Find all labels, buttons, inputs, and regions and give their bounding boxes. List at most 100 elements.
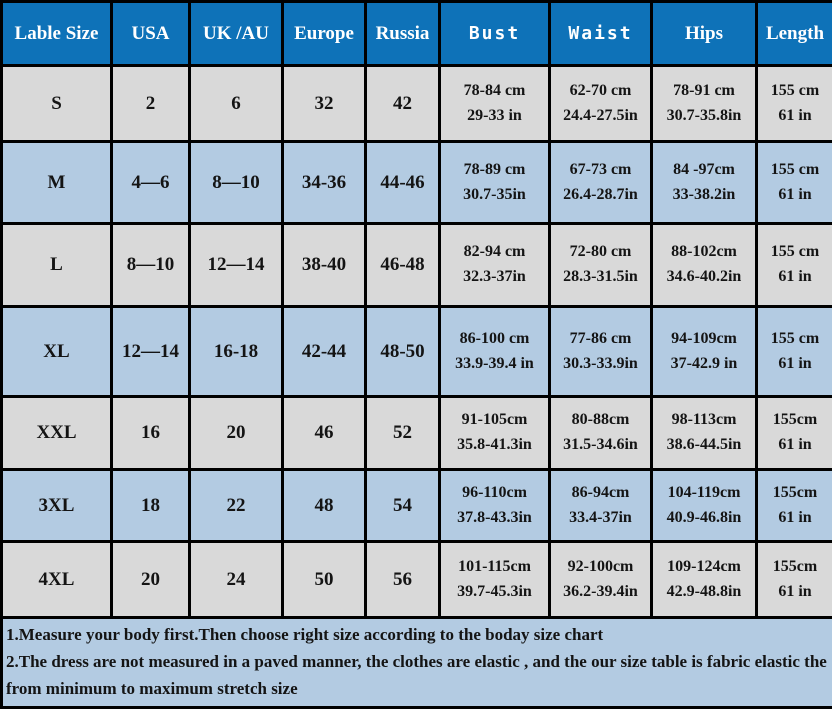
table-row-4xl: 4XL 20 24 50 56 101-115cm 39.7-45.3in 92… [2,542,832,618]
cell-uk-au: 22 [190,470,283,542]
cell-size: 4XL [2,542,112,618]
hips-cm: 88-102cm [653,240,755,265]
col-header-waist: Waist [550,2,652,66]
cell-size: L [2,224,112,307]
hips-cm: 84 -97cm [653,158,755,183]
length-in: 61 in [758,352,832,377]
cell-length: 155 cm 61 in [757,142,832,224]
waist-cm: 92-100cm [551,555,650,580]
waist-in: 36.2-39.4in [551,580,650,605]
cell-length: 155 cm 61 in [757,307,832,397]
cell-usa: 18 [112,470,190,542]
cell-waist: 72-80 cm 28.3-31.5in [550,224,652,307]
cell-uk-au: 8—10 [190,142,283,224]
cell-waist: 77-86 cm 30.3-33.9in [550,307,652,397]
hips-in: 34.6-40.2in [653,265,755,290]
cell-russia: 52 [366,397,440,470]
waist-cm: 80-88cm [551,408,650,433]
waist-cm: 86-94cm [551,481,650,506]
cell-bust: 78-84 cm 29-33 in [440,66,550,142]
length-cm: 155 cm [758,158,832,183]
length-in: 61 in [758,183,832,208]
hips-in: 42.9-48.8in [653,580,755,605]
bust-in: 35.8-41.3in [441,433,548,458]
cell-russia: 48-50 [366,307,440,397]
hips-in: 37-42.9 in [653,352,755,377]
cell-hips: 84 -97cm 33-38.2in [652,142,757,224]
cell-usa: 12—14 [112,307,190,397]
cell-usa: 8—10 [112,224,190,307]
cell-bust: 101-115cm 39.7-45.3in [440,542,550,618]
cell-hips: 104-119cm 40.9-46.8in [652,470,757,542]
col-header-usa: USA [112,2,190,66]
cell-russia: 42 [366,66,440,142]
cell-russia: 46-48 [366,224,440,307]
bust-in: 29-33 in [441,104,548,129]
hips-cm: 78-91 cm [653,79,755,104]
waist-cm: 72-80 cm [551,240,650,265]
waist-in: 28.3-31.5in [551,265,650,290]
length-cm: 155 cm [758,327,832,352]
bust-in: 30.7-35in [441,183,548,208]
cell-waist: 80-88cm 31.5-34.6in [550,397,652,470]
table-row-l: L 8—10 12—14 38-40 46-48 82-94 cm 32.3-3… [2,224,832,307]
waist-in: 26.4-28.7in [551,183,650,208]
cell-europe: 32 [283,66,366,142]
note-line-1: 1.Measure your body first.Then choose ri… [6,622,830,649]
cell-size: S [2,66,112,142]
table-row-3xl: 3XL 18 22 48 54 96-110cm 37.8-43.3in 86-… [2,470,832,542]
cell-bust: 96-110cm 37.8-43.3in [440,470,550,542]
cell-length: 155cm 61 in [757,542,832,618]
cell-bust: 82-94 cm 32.3-37in [440,224,550,307]
length-cm: 155cm [758,408,832,433]
bust-cm: 86-100 cm [441,327,548,352]
cell-europe: 50 [283,542,366,618]
waist-cm: 77-86 cm [551,327,650,352]
cell-europe: 42-44 [283,307,366,397]
cell-usa: 4—6 [112,142,190,224]
col-header-europe: Europe [283,2,366,66]
bust-cm: 96-110cm [441,481,548,506]
col-header-hips: Hips [652,2,757,66]
cell-europe: 48 [283,470,366,542]
table-row-xxl: XXL 16 20 46 52 91-105cm 35.8-41.3in 80-… [2,397,832,470]
cell-uk-au: 20 [190,397,283,470]
cell-length: 155 cm 61 in [757,66,832,142]
hips-in: 33-38.2in [653,183,755,208]
hips-in: 38.6-44.5in [653,433,755,458]
bust-cm: 91-105cm [441,408,548,433]
notes-row: 1.Measure your body first.Then choose ri… [2,618,832,708]
cell-russia: 54 [366,470,440,542]
bust-cm: 101-115cm [441,555,548,580]
cell-hips: 78-91 cm 30.7-35.8in [652,66,757,142]
waist-in: 30.3-33.9in [551,352,650,377]
header-row: Lable Size USA UK /AU Europe Russia Bust… [2,2,832,66]
length-cm: 155 cm [758,240,832,265]
col-header-russia: Russia [366,2,440,66]
length-in: 61 in [758,506,832,531]
length-in: 61 in [758,580,832,605]
cell-russia: 44-46 [366,142,440,224]
hips-cm: 104-119cm [653,481,755,506]
cell-usa: 20 [112,542,190,618]
cell-hips: 88-102cm 34.6-40.2in [652,224,757,307]
cell-europe: 34-36 [283,142,366,224]
notes-cell: 1.Measure your body first.Then choose ri… [2,618,832,708]
col-header-length: Length [757,2,832,66]
cell-usa: 16 [112,397,190,470]
hips-in: 30.7-35.8in [653,104,755,129]
waist-in: 24.4-27.5in [551,104,650,129]
hips-in: 40.9-46.8in [653,506,755,531]
bust-cm: 78-89 cm [441,158,548,183]
table-row-xl: XL 12—14 16-18 42-44 48-50 86-100 cm 33.… [2,307,832,397]
cell-waist: 62-70 cm 24.4-27.5in [550,66,652,142]
cell-waist: 67-73 cm 26.4-28.7in [550,142,652,224]
cell-waist: 86-94cm 33.4-37in [550,470,652,542]
length-in: 61 in [758,265,832,290]
cell-size: XXL [2,397,112,470]
cell-russia: 56 [366,542,440,618]
waist-in: 33.4-37in [551,506,650,531]
hips-cm: 98-113cm [653,408,755,433]
